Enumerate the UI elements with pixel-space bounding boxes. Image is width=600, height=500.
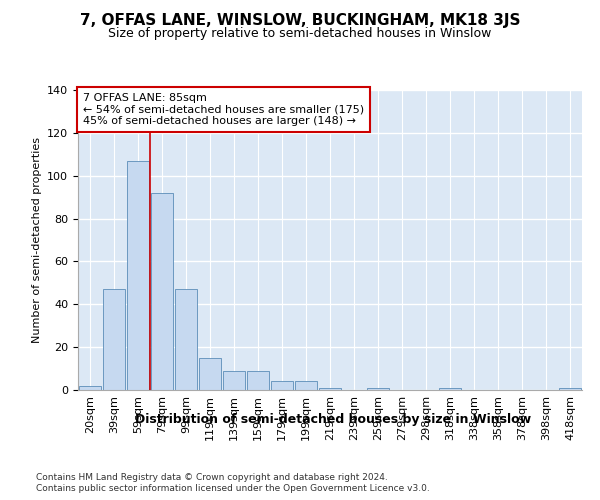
Text: 7 OFFAS LANE: 85sqm
← 54% of semi-detached houses are smaller (175)
45% of semi-: 7 OFFAS LANE: 85sqm ← 54% of semi-detach… <box>83 93 364 126</box>
Text: Size of property relative to semi-detached houses in Winslow: Size of property relative to semi-detach… <box>109 28 491 40</box>
Y-axis label: Number of semi-detached properties: Number of semi-detached properties <box>32 137 41 343</box>
Bar <box>151 193 173 390</box>
Text: 7, OFFAS LANE, WINSLOW, BUCKINGHAM, MK18 3JS: 7, OFFAS LANE, WINSLOW, BUCKINGHAM, MK18… <box>80 12 520 28</box>
Bar <box>271 382 293 390</box>
Text: Distribution of semi-detached houses by size in Winslow: Distribution of semi-detached houses by … <box>135 412 531 426</box>
Bar <box>175 290 197 390</box>
Bar <box>199 358 221 390</box>
Text: Contains HM Land Registry data © Crown copyright and database right 2024.: Contains HM Land Registry data © Crown c… <box>36 472 388 482</box>
Bar <box>103 290 125 390</box>
Bar <box>295 382 317 390</box>
Bar <box>439 388 461 390</box>
Bar <box>79 386 101 390</box>
Bar <box>559 388 581 390</box>
Bar <box>319 388 341 390</box>
Bar <box>247 370 269 390</box>
Text: Contains public sector information licensed under the Open Government Licence v3: Contains public sector information licen… <box>36 484 430 493</box>
Bar <box>367 388 389 390</box>
Bar <box>127 160 149 390</box>
Bar <box>223 370 245 390</box>
